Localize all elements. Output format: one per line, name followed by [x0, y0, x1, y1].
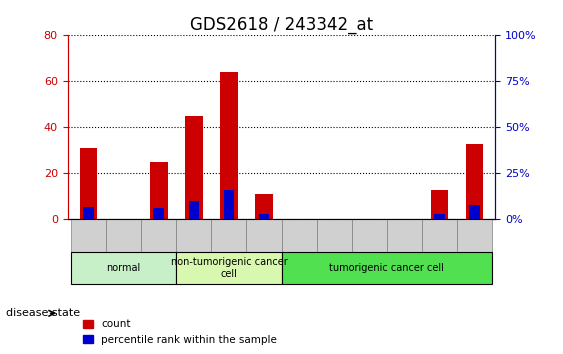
FancyBboxPatch shape	[106, 219, 141, 252]
Text: normal: normal	[106, 263, 141, 273]
Bar	[255, 194, 272, 219]
FancyBboxPatch shape	[247, 219, 282, 252]
Bar	[150, 162, 168, 219]
FancyBboxPatch shape	[282, 219, 316, 252]
Bar	[434, 214, 445, 219]
Bar	[220, 72, 238, 219]
FancyBboxPatch shape	[176, 252, 282, 284]
Bar	[431, 189, 448, 219]
Bar	[189, 201, 199, 219]
Bar	[469, 205, 480, 219]
FancyBboxPatch shape	[352, 219, 387, 252]
Text: disease state: disease state	[6, 308, 80, 318]
Bar	[83, 207, 94, 219]
Bar	[259, 214, 269, 219]
FancyBboxPatch shape	[71, 252, 176, 284]
FancyBboxPatch shape	[71, 219, 106, 252]
FancyBboxPatch shape	[282, 252, 492, 284]
Bar	[80, 148, 97, 219]
FancyBboxPatch shape	[387, 219, 422, 252]
Bar	[185, 116, 203, 219]
Bar	[466, 143, 483, 219]
FancyBboxPatch shape	[211, 219, 247, 252]
FancyBboxPatch shape	[457, 219, 492, 252]
Bar	[224, 190, 234, 219]
FancyBboxPatch shape	[316, 219, 352, 252]
Legend: count, percentile rank within the sample: count, percentile rank within the sample	[78, 315, 282, 349]
FancyBboxPatch shape	[141, 219, 176, 252]
Bar	[154, 209, 164, 219]
Title: GDS2618 / 243342_at: GDS2618 / 243342_at	[190, 16, 373, 34]
Text: non-tumorigenic cancer
cell: non-tumorigenic cancer cell	[171, 257, 287, 279]
Text: tumorigenic cancer cell: tumorigenic cancer cell	[329, 263, 444, 273]
FancyBboxPatch shape	[176, 219, 211, 252]
FancyBboxPatch shape	[422, 219, 457, 252]
